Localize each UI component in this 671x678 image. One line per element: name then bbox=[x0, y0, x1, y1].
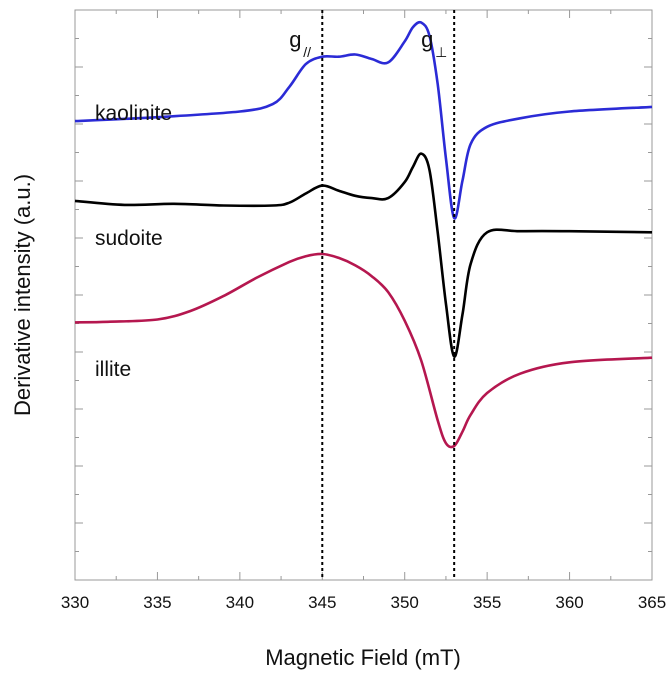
y-axis-title: Derivative intensity (a.u.) bbox=[10, 174, 35, 416]
g-annotations: g//g ⊥ bbox=[289, 27, 447, 60]
series-line-illite bbox=[74, 252, 653, 449]
series-label-sudoite: sudoite bbox=[95, 227, 163, 250]
x-tick-label: 350 bbox=[391, 593, 419, 612]
plot-frame bbox=[74, 9, 653, 581]
x-tick-label: 345 bbox=[308, 593, 336, 612]
series-line-kaolinite bbox=[74, 20, 653, 220]
x-tick-label: 355 bbox=[473, 593, 501, 612]
series-label-kaolinite: kaolinite bbox=[95, 102, 172, 125]
g-label: g bbox=[421, 27, 433, 52]
reference-lines bbox=[321, 10, 456, 580]
series-lines bbox=[74, 20, 653, 449]
x-tick-label: 330 bbox=[61, 593, 89, 612]
series-labels: kaolinite sudoite illite bbox=[95, 102, 172, 381]
x-tick-label: 335 bbox=[143, 593, 171, 612]
y-axis-ticks bbox=[75, 38, 652, 552]
x-tick-label: 360 bbox=[555, 593, 583, 612]
x-axis-title: Magnetic Field (mT) bbox=[265, 645, 461, 670]
x-axis-tick-labels: 330 335 340 345 350 355 360 365 bbox=[61, 593, 666, 612]
x-axis-ticks bbox=[74, 10, 653, 580]
g-label: g bbox=[289, 27, 301, 52]
g-subscript: // bbox=[303, 44, 311, 60]
series-label-illite: illite bbox=[95, 358, 131, 381]
series-line-sudoite bbox=[74, 152, 653, 358]
x-tick-label: 340 bbox=[226, 593, 254, 612]
x-tick-label: 365 bbox=[638, 593, 666, 612]
g-subscript: ⊥ bbox=[435, 44, 447, 60]
